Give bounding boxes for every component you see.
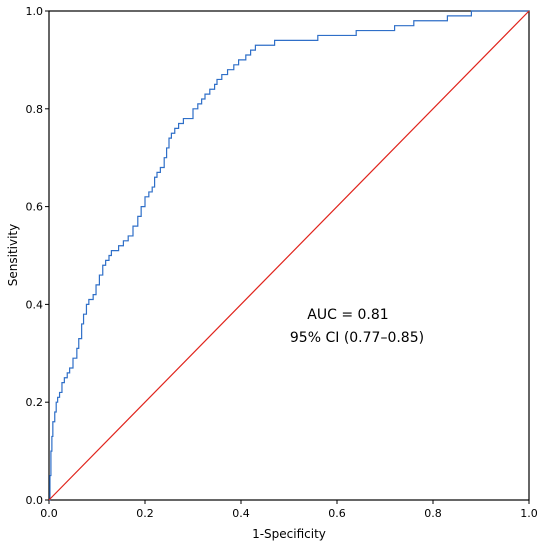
auc-annotation: AUC = 0.81 — [307, 307, 388, 323]
plot-frame — [48, 10, 530, 501]
y-tick-label: 0.6 — [26, 201, 44, 214]
x-tick-label: 0.4 — [232, 507, 250, 520]
x-axis-label: 1-Specificity — [252, 527, 326, 541]
y-tick-label: 1.0 — [26, 5, 44, 18]
x-tick-label: 0.8 — [424, 507, 442, 520]
x-tick-label: 0.6 — [328, 507, 346, 520]
ci-annotation: 95% CI (0.77–0.85) — [290, 330, 424, 346]
y-tick-label: 0.0 — [26, 494, 44, 507]
y-tick-label: 0.2 — [26, 396, 44, 409]
x-tick-label: 0.2 — [136, 507, 154, 520]
x-tick-label: 0.0 — [40, 507, 58, 520]
y-tick-label: 0.8 — [26, 103, 44, 116]
y-axis: 0.0 0.2 0.4 0.6 0.8 1.0 — [26, 5, 49, 507]
reference-diagonal-line — [48, 10, 530, 501]
x-axis: 0.0 0.2 0.4 0.6 0.8 1.0 — [40, 500, 538, 520]
series-layer — [48, 10, 530, 501]
y-axis-label: Sensitivity — [6, 224, 20, 286]
y-tick-label: 0.4 — [26, 298, 44, 311]
roc-curve-line — [49, 10, 529, 501]
x-tick-label: 1.0 — [520, 507, 538, 520]
